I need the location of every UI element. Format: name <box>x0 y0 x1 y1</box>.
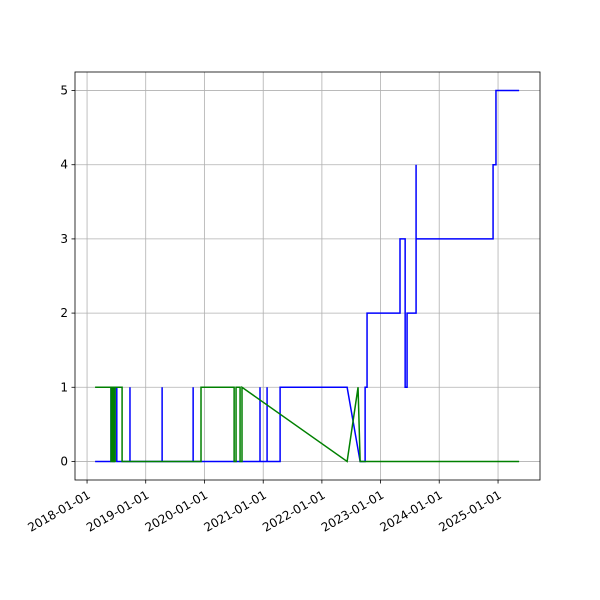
y-tick-label: 2 <box>60 306 68 320</box>
data-line <box>95 385 520 463</box>
y-tick-label: 3 <box>60 232 68 246</box>
plot-frame <box>74 71 541 481</box>
y-tick-label: 0 <box>60 454 68 468</box>
y-tick-label: 4 <box>60 158 68 172</box>
y-tick-label: 1 <box>60 380 68 394</box>
data-line <box>95 89 520 463</box>
y-tick-label: 5 <box>60 84 68 98</box>
